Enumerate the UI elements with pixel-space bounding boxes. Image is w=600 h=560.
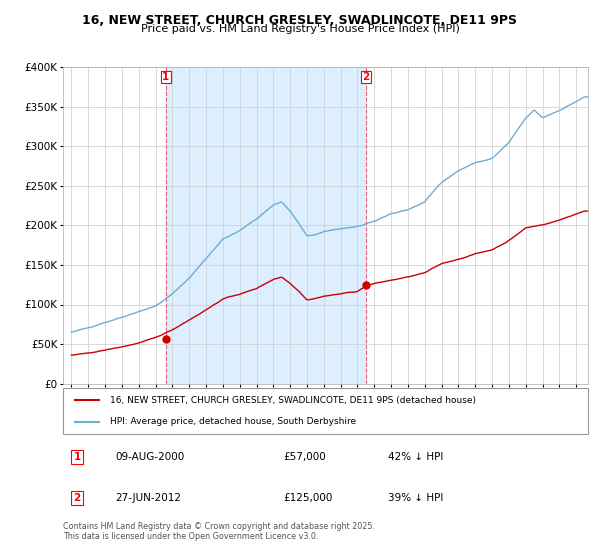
Text: Contains HM Land Registry data © Crown copyright and database right 2025.
This d: Contains HM Land Registry data © Crown c… — [63, 522, 375, 542]
Text: 1: 1 — [74, 452, 81, 462]
Text: 42% ↓ HPI: 42% ↓ HPI — [389, 452, 444, 462]
Text: 2: 2 — [362, 72, 370, 82]
Text: £125,000: £125,000 — [284, 493, 333, 503]
Text: 39% ↓ HPI: 39% ↓ HPI — [389, 493, 444, 503]
FancyBboxPatch shape — [63, 388, 588, 434]
Text: 09-AUG-2000: 09-AUG-2000 — [115, 452, 185, 462]
Text: 2: 2 — [74, 493, 81, 503]
Bar — [166, 67, 366, 384]
Text: 16, NEW STREET, CHURCH GRESLEY, SWADLINCOTE, DE11 9PS: 16, NEW STREET, CHURCH GRESLEY, SWADLINC… — [83, 14, 517, 27]
Text: 27-JUN-2012: 27-JUN-2012 — [115, 493, 182, 503]
Text: 16, NEW STREET, CHURCH GRESLEY, SWADLINCOTE, DE11 9PS (detached house): 16, NEW STREET, CHURCH GRESLEY, SWADLINC… — [110, 396, 476, 405]
Text: HPI: Average price, detached house, South Derbyshire: HPI: Average price, detached house, Sout… — [110, 417, 356, 426]
Text: Price paid vs. HM Land Registry's House Price Index (HPI): Price paid vs. HM Land Registry's House … — [140, 24, 460, 34]
Text: 1: 1 — [162, 72, 169, 82]
Text: £57,000: £57,000 — [284, 452, 326, 462]
